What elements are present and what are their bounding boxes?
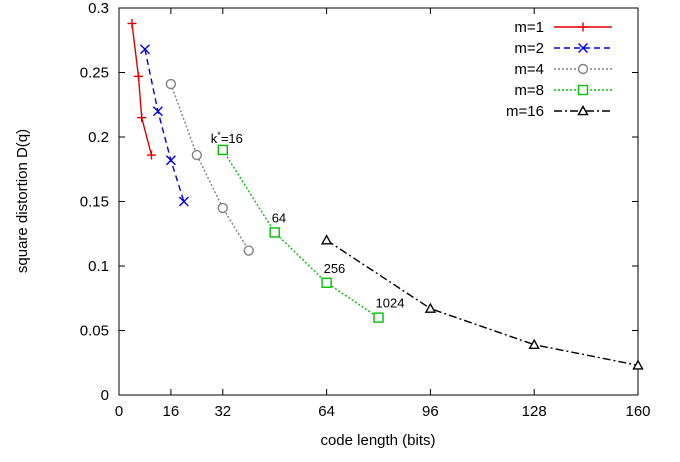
y-tick-label: 0.25 [80,65,109,82]
data-point [217,202,229,214]
legend-label: m=1 [514,19,544,36]
series-line [222,149,379,319]
legend-label: m=8 [514,82,544,99]
y-tick-label: 0.3 [88,0,109,17]
legend-entry: m=1 [514,19,612,36]
annotation-layer: k*=16 64 256 1024 [211,130,405,311]
y-tick-label: 0.1 [88,258,109,275]
data-point [269,227,280,238]
x-tick-label: 16 [163,403,180,420]
data-point [165,78,177,90]
series-layer [127,18,644,370]
point-annotation: k*=16 [211,130,243,146]
data-point [632,359,644,370]
data-point [133,71,143,81]
legend-marker [577,84,589,96]
data-point [127,18,137,28]
legend-entry: m=2 [514,40,612,57]
series-m-1 [127,18,156,160]
legend-entry: m=4 [514,61,612,78]
x-tick-label: 96 [422,403,439,420]
legend-marker [577,105,589,116]
x-axis-label: code length (bits) [320,432,435,449]
point-annotation: 64 [272,210,286,225]
data-point [152,106,163,117]
legend-label: m=2 [514,40,544,57]
data-point [373,312,384,323]
y-tick-label: 0.05 [80,323,109,340]
series-line [326,239,639,367]
point-annotation: 1024 [376,296,405,311]
y-axis-label: square distortion D(q) [14,129,31,273]
x-tick-label: 64 [318,403,335,420]
point-annotation: 256 [324,261,346,276]
legend-label: m=4 [514,61,544,78]
data-point [137,113,147,123]
legend-marker [578,43,588,53]
plot-frame [118,7,639,396]
data-point [146,150,156,160]
axis-ticks: 0 16 32 64 96 128 160 0 0.05 0.1 0.15 0.2 0.25 0.3 [80,0,651,420]
data-point [424,302,437,313]
legend-entry: m=16 [506,103,612,120]
series-m-8 [217,144,384,323]
data-point [528,338,540,349]
legend-entry: m=8 [514,82,612,99]
data-point [320,234,333,245]
x-tick-label: 160 [625,403,650,420]
series-line [170,83,250,251]
y-tick-label: 0 [101,387,109,404]
series-line [131,23,153,156]
data-point [243,245,254,256]
legend-marker [577,63,589,75]
series-m-2 [139,44,189,207]
x-tick-label: 128 [522,403,547,420]
series-m-16 [320,234,644,370]
y-tick-label: 0.2 [88,129,109,146]
data-point [178,196,189,207]
legend-marker [578,22,588,32]
data-point [217,144,229,156]
legend-label: m=16 [506,103,544,120]
series-m-4 [165,78,254,256]
series-line [144,49,185,202]
legend: m=1 m=2 m=4 m=8 m=16 [506,19,612,120]
data-point [321,277,332,288]
data-point [191,149,203,161]
data-point [165,155,176,166]
data-point [139,44,150,55]
x-tick-label: 32 [214,403,231,420]
x-tick-label: 0 [115,403,123,420]
y-tick-label: 0.15 [80,194,109,211]
